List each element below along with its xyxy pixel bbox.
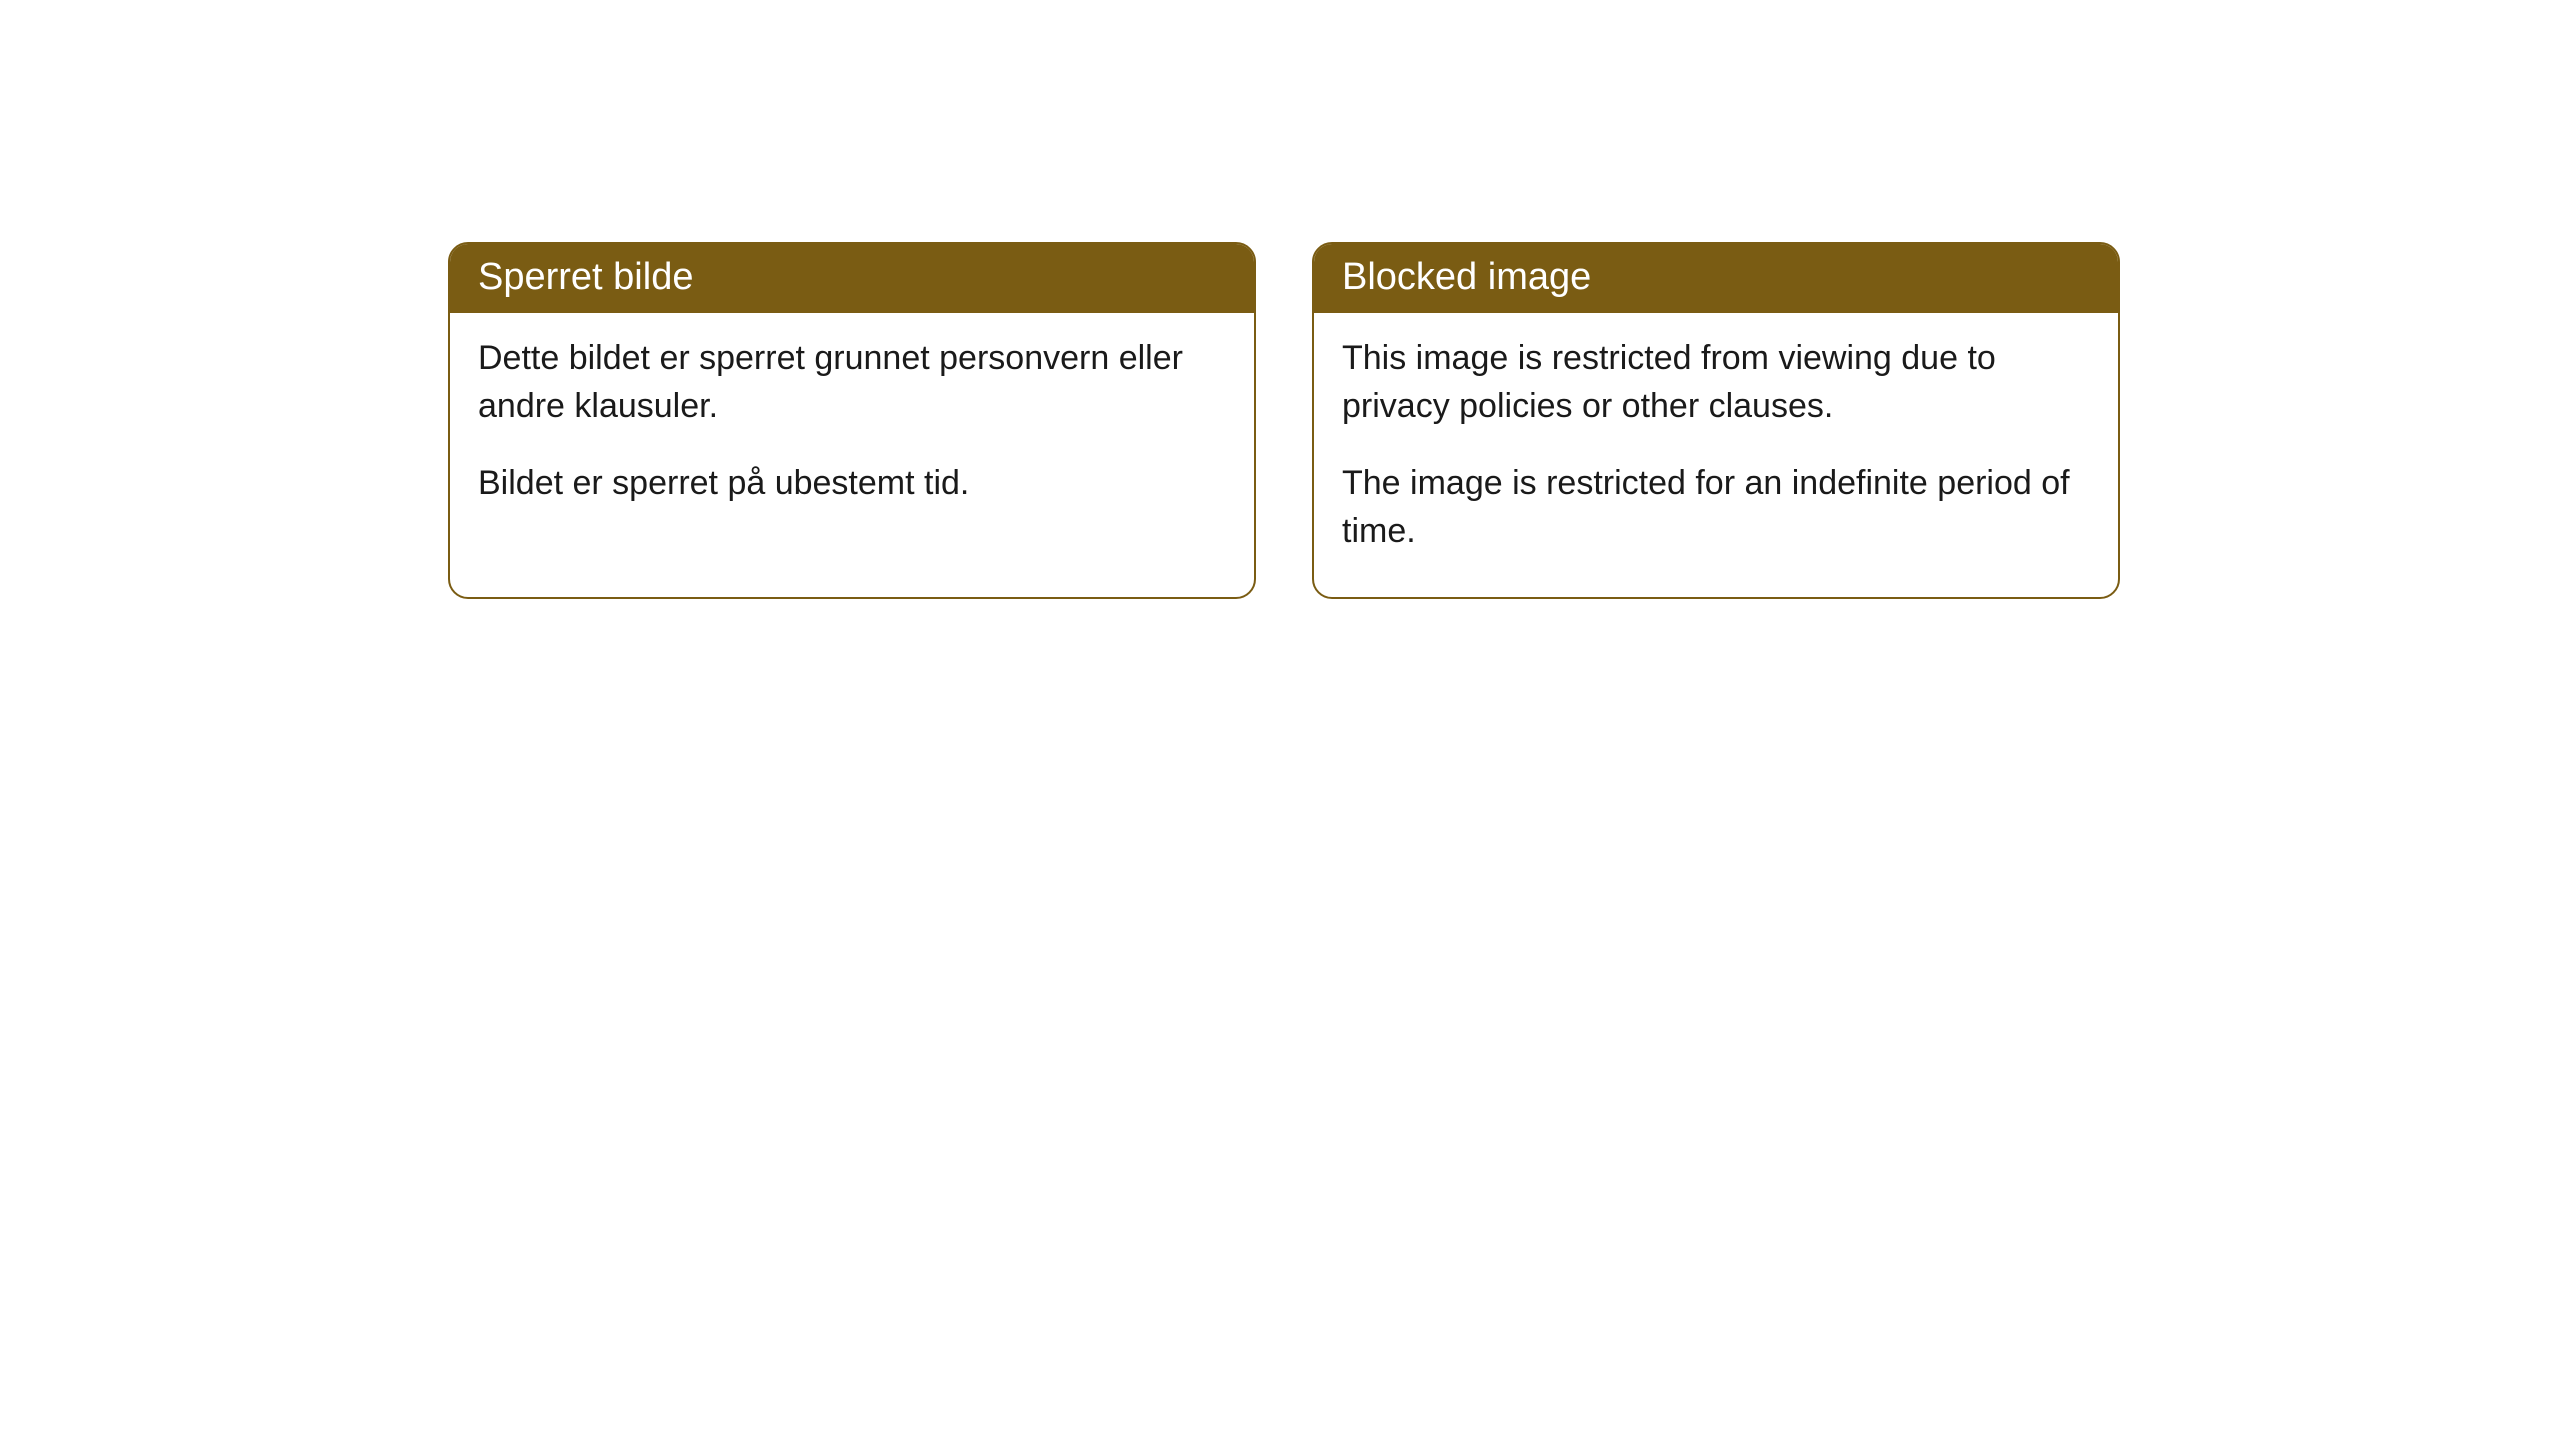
card-paragraph-2: Bildet er sperret på ubestemt tid. <box>478 460 1226 508</box>
card-body: Dette bildet er sperret grunnet personve… <box>450 313 1254 550</box>
card-paragraph-2: The image is restricted for an indefinit… <box>1342 460 2090 555</box>
notice-card-norwegian: Sperret bilde Dette bildet er sperret gr… <box>448 242 1256 599</box>
card-body: This image is restricted from viewing du… <box>1314 313 2118 597</box>
card-title: Sperret bilde <box>478 256 693 298</box>
cards-container: Sperret bilde Dette bildet er sperret gr… <box>0 0 2560 599</box>
card-header: Sperret bilde <box>450 244 1254 313</box>
card-paragraph-1: This image is restricted from viewing du… <box>1342 335 2090 430</box>
card-header: Blocked image <box>1314 244 2118 313</box>
card-paragraph-1: Dette bildet er sperret grunnet personve… <box>478 335 1226 430</box>
card-title: Blocked image <box>1342 256 1591 298</box>
notice-card-english: Blocked image This image is restricted f… <box>1312 242 2120 599</box>
